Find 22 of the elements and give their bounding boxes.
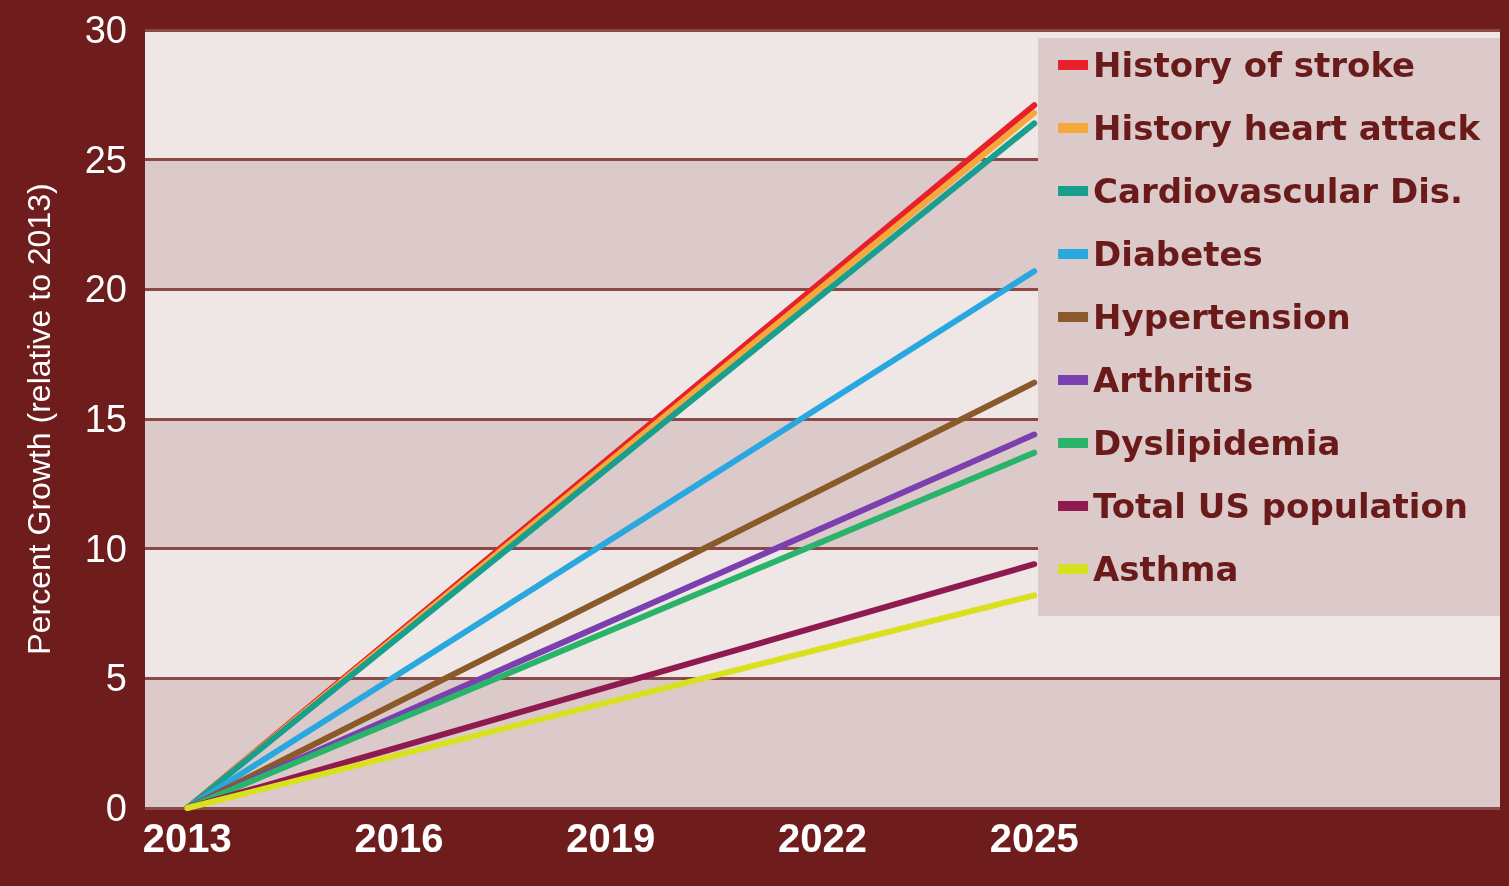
y-tick-label: 5 bbox=[105, 657, 127, 700]
x-tick-label: 2022 bbox=[778, 816, 867, 860]
legend-label: Dyslipidemia bbox=[1093, 423, 1341, 463]
y-tick-label: 0 bbox=[105, 787, 127, 829]
legend-label: History of stroke bbox=[1093, 45, 1416, 85]
legend-label: Total US population bbox=[1093, 486, 1469, 526]
y-tick-label: 10 bbox=[84, 527, 127, 570]
x-tick-label: 2013 bbox=[142, 816, 232, 860]
x-tick-label: 2025 bbox=[989, 816, 1079, 860]
y-tick-label: 30 bbox=[84, 9, 127, 51]
legend-label: Cardiovascular Dis. bbox=[1093, 171, 1463, 211]
legend-label: Hypertension bbox=[1093, 297, 1351, 337]
legend-label: Arthritis bbox=[1093, 360, 1254, 400]
y-tick-label: 15 bbox=[84, 398, 127, 440]
y-tick-label: 20 bbox=[84, 268, 127, 311]
legend-label: Diabetes bbox=[1093, 234, 1263, 274]
y-axis-title: Percent Growth (relative to 2013) bbox=[21, 183, 57, 655]
y-tick-label: 25 bbox=[84, 138, 127, 181]
x-tick-label: 2016 bbox=[354, 816, 444, 860]
legend-label: Asthma bbox=[1093, 549, 1239, 589]
x-tick-label: 2019 bbox=[566, 816, 656, 860]
legend-label: History heart attack bbox=[1093, 108, 1482, 148]
